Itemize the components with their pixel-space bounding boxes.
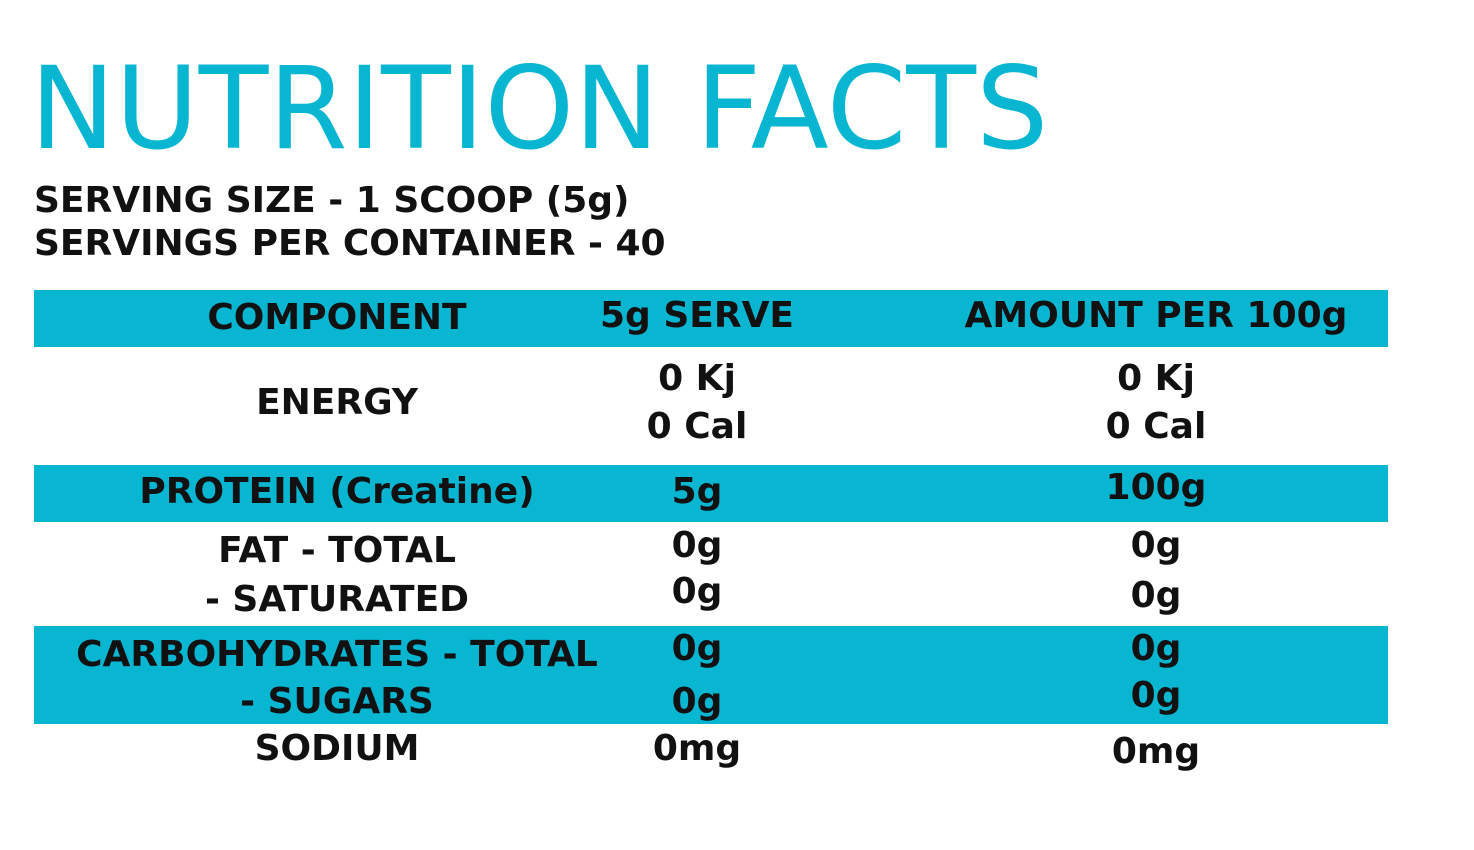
serving-size: SERVING SIZE - 1 SCOOP (5g)	[34, 180, 630, 221]
fat-saturated-label: - SATURATED	[204, 579, 470, 620]
energy-per100-cal: 0 Cal	[1105, 406, 1207, 447]
energy-serve-cal: 0 Cal	[646, 406, 748, 447]
protein-serve: 5g	[671, 471, 723, 512]
sodium-label: SODIUM	[254, 728, 420, 769]
carbohydrates-row-band	[34, 626, 1388, 724]
fat-total-serve: 0g	[671, 525, 723, 566]
header-component: COMPONENT	[207, 297, 467, 338]
sodium-per100: 0mg	[1111, 731, 1201, 772]
energy-serve-kj: 0 Kj	[658, 358, 736, 399]
sugars-label: - SUGARS	[240, 681, 434, 722]
table-header-band	[34, 290, 1388, 347]
carbohydrates-total-serve: 0g	[671, 628, 723, 669]
sugars-serve: 0g	[671, 681, 723, 722]
fat-total-label: FAT - TOTAL	[218, 530, 456, 571]
carbohydrates-total-per100: 0g	[1130, 628, 1182, 669]
fat-saturated-serve: 0g	[671, 571, 723, 612]
header-5g-serve: 5g SERVE	[599, 295, 795, 336]
fat-saturated-per100: 0g	[1130, 575, 1182, 616]
header-amount-per-100g: AMOUNT PER 100g	[964, 295, 1348, 336]
protein-label: PROTEIN (Creatine)	[139, 471, 535, 512]
protein-per100: 100g	[1105, 467, 1207, 508]
energy-label: ENERGY	[256, 382, 418, 423]
protein-row-band	[34, 465, 1388, 522]
sugars-per100: 0g	[1130, 675, 1182, 716]
page-title: NUTRITION FACTS	[30, 42, 1049, 175]
energy-per100-kj: 0 Kj	[1117, 358, 1195, 399]
carbohydrates-total-label: CARBOHYDRATES - TOTAL	[76, 634, 598, 675]
fat-total-per100: 0g	[1130, 525, 1182, 566]
sodium-serve: 0mg	[652, 728, 742, 769]
servings-per-container: SERVINGS PER CONTAINER - 40	[34, 223, 666, 264]
